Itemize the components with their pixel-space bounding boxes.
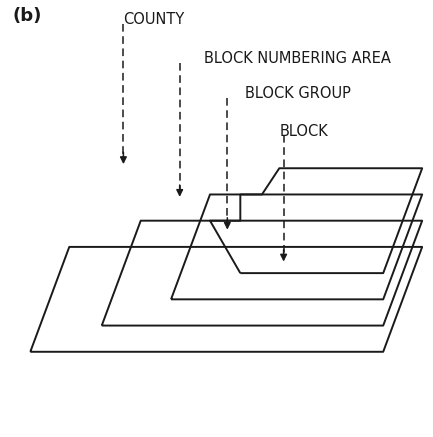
Text: COUNTY: COUNTY [123,12,184,27]
Text: BLOCK NUMBERING AREA: BLOCK NUMBERING AREA [204,52,391,66]
Text: BLOCK: BLOCK [279,124,328,139]
Text: (b): (b) [13,7,42,24]
Text: BLOCK GROUP: BLOCK GROUP [245,87,351,101]
